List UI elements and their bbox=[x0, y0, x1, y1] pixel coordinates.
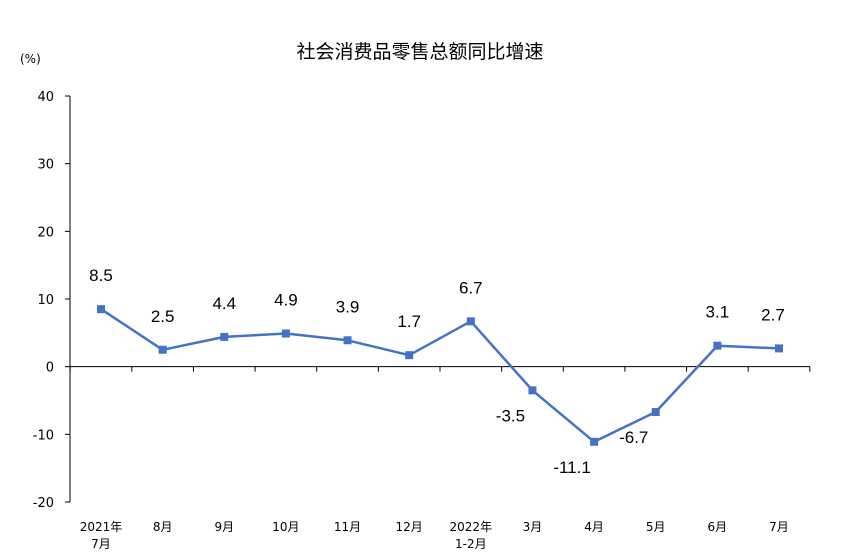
data-point-marker bbox=[713, 341, 722, 350]
y-tick-label: 0 bbox=[46, 361, 54, 376]
y-tick-label: -20 bbox=[33, 496, 54, 511]
data-label: 1.7 bbox=[397, 312, 421, 331]
x-category-label: 10月 bbox=[272, 520, 299, 534]
x-category-label: 11月 bbox=[334, 520, 361, 534]
data-point-marker bbox=[220, 332, 229, 341]
data-point-marker bbox=[281, 329, 290, 338]
data-point-marker bbox=[590, 437, 599, 446]
data-point-marker bbox=[158, 345, 167, 354]
data-point-marker bbox=[651, 408, 660, 417]
data-label: 2.5 bbox=[151, 307, 175, 326]
x-category-label: 5月 bbox=[646, 520, 666, 534]
data-label: -3.5 bbox=[496, 406, 525, 425]
data-point-marker bbox=[97, 305, 105, 314]
x-category-label: 3月 bbox=[523, 520, 543, 534]
x-category-label: 6月 bbox=[708, 520, 728, 534]
data-label: 2.7 bbox=[761, 305, 785, 324]
y-tick-label: 30 bbox=[37, 158, 54, 173]
data-label: 3.9 bbox=[336, 297, 360, 316]
data-label: 8.5 bbox=[89, 266, 113, 285]
series-line bbox=[97, 305, 783, 446]
data-label: -11.1 bbox=[553, 458, 591, 477]
data-label: 4.4 bbox=[212, 294, 236, 313]
y-tick-label: 10 bbox=[37, 293, 54, 308]
chart-title: 社会消费品零售总额同比增速 bbox=[296, 41, 543, 63]
x-category-label: 7月 bbox=[91, 537, 111, 551]
y-axis-unit: (%) bbox=[20, 52, 41, 66]
data-label: 3.1 bbox=[706, 303, 730, 322]
x-category-label: 1-2月 bbox=[455, 537, 487, 551]
x-category-label: 7月 bbox=[769, 520, 789, 534]
x-category-label: 9月 bbox=[214, 520, 234, 534]
x-categories: 2021年 7月 8月 9月 10月 11月 12月 2022年 1-2月 3月 4月 5月 6月 7月 bbox=[69, 366, 811, 551]
data-label: 4.9 bbox=[274, 291, 298, 310]
data-labels: 8.5 2.5 4.4 4.9 3.9 1.7 6.7 -3.5 -11.1 -6.7 3.1 2.7 bbox=[89, 266, 785, 477]
y-tick-label: -10 bbox=[33, 428, 54, 443]
data-point-marker bbox=[343, 336, 352, 345]
y-tick-label: 40 bbox=[37, 90, 54, 105]
data-point-marker bbox=[405, 351, 414, 360]
y-tick-label: 20 bbox=[37, 225, 54, 240]
data-label: 6.7 bbox=[459, 278, 483, 297]
data-point-marker bbox=[528, 386, 537, 395]
data-point-marker bbox=[775, 344, 783, 353]
y-ticks: 40 30 20 10 0 -10 -20 bbox=[33, 90, 70, 511]
x-category-label: 4月 bbox=[584, 520, 604, 534]
x-category-label: 8月 bbox=[153, 520, 173, 534]
x-category-label: 2022年 bbox=[450, 520, 493, 534]
data-label: -6.7 bbox=[619, 428, 648, 447]
x-category-label: 2021年 bbox=[80, 520, 123, 534]
series-polyline bbox=[100, 308, 780, 444]
x-category-label: 12月 bbox=[396, 520, 423, 534]
data-point-marker bbox=[466, 317, 475, 326]
